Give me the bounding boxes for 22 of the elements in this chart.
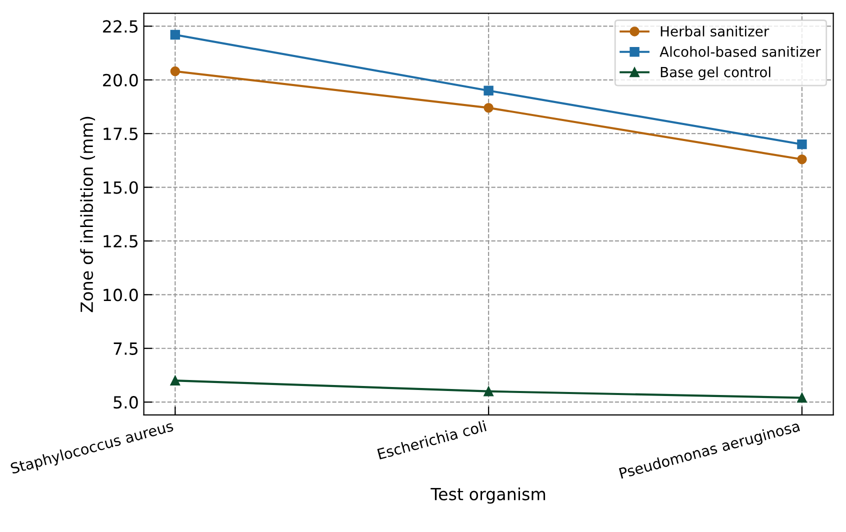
y-tick-label: 22.5 bbox=[103, 20, 138, 33]
y-tick-label: 10.0 bbox=[104, 288, 138, 302]
y-tick-label: 12.5 bbox=[104, 234, 138, 248]
y-tick-label: 7.5 bbox=[114, 342, 138, 355]
point bbox=[797, 154, 807, 164]
y-tick-label: 15.0 bbox=[104, 181, 138, 194]
point bbox=[484, 86, 494, 96]
legend-label: Base gel control bbox=[660, 66, 770, 80]
point bbox=[170, 30, 180, 40]
y-tick-label: 17.5 bbox=[104, 128, 138, 140]
y-axis-title: Zone of inhibition (mm) bbox=[80, 116, 96, 312]
point bbox=[170, 376, 180, 386]
point bbox=[797, 392, 807, 403]
legend-label: Herbal sanitizer bbox=[660, 26, 770, 37]
point bbox=[797, 139, 807, 150]
x-axis-title: Test organism bbox=[430, 487, 546, 504]
point bbox=[484, 102, 494, 113]
y-tick-label: 5.0 bbox=[114, 396, 138, 409]
legend-label: Alcohol-based sanitizer bbox=[660, 46, 821, 57]
y-tick-label: 20.0 bbox=[103, 74, 138, 86]
point bbox=[170, 66, 180, 76]
point bbox=[484, 386, 494, 396]
